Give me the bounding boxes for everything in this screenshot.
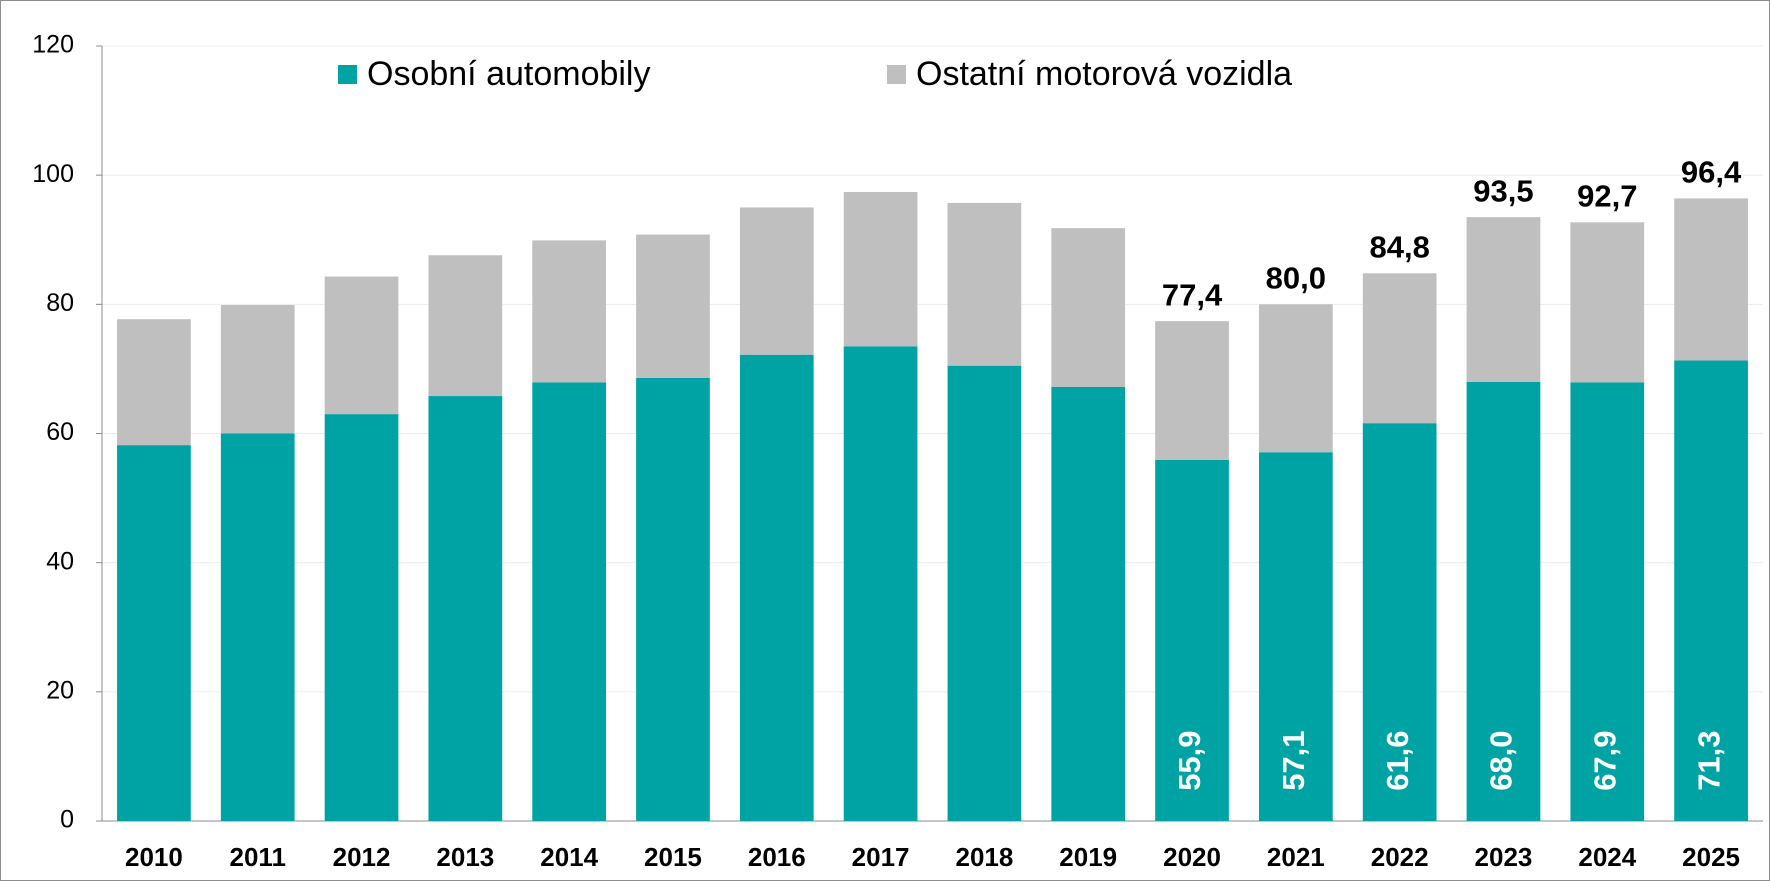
bar-segment [739,207,814,355]
x-tick-label: 2013 [436,842,494,872]
y-tick-label: 100 [32,160,74,188]
total-label: 84,8 [1369,230,1429,265]
bar-segment [1258,304,1333,453]
value-label: 57,1 [1276,730,1311,790]
bar-segment [532,382,607,821]
value-label: 71,3 [1691,730,1726,790]
bar-segment [428,396,503,821]
x-tick-label: 2018 [955,842,1013,872]
x-tick-label: 2010 [125,842,183,872]
y-tick-label: 0 [60,806,74,834]
value-label: 68,0 [1484,730,1519,790]
legend-swatch [887,65,906,84]
bar-segment [636,377,710,821]
bar-segment [1570,382,1645,821]
x-tick-label: 2021 [1267,842,1325,872]
bar-segment [220,304,295,434]
x-tick-label: 2020 [1163,842,1221,872]
y-tick-label: 20 [46,676,74,704]
y-tick-label: 40 [46,547,74,575]
bar-segment [1362,273,1437,424]
value-label: 67,9 [1587,730,1622,790]
bar-segment [1051,228,1126,387]
legend-label: Osobní automobily [367,55,651,93]
x-tick-label: 2017 [852,842,910,872]
bar-segment [1570,222,1645,383]
x-tick-label: 2025 [1682,842,1740,872]
bar-segment [324,414,399,821]
bar-segment [1051,387,1126,821]
y-tick-label: 80 [46,289,74,317]
y-tick-label: 60 [46,418,74,446]
total-label: 93,5 [1473,173,1533,208]
bar-segment [1466,217,1541,382]
bar-segment [947,202,1022,366]
bar-segment [532,240,607,383]
bar-segment [428,255,503,397]
y-tick-label: 120 [32,31,74,59]
x-tick-label: 2014 [540,842,598,872]
x-tick-label: 2024 [1578,842,1636,872]
total-label: 96,4 [1681,155,1742,190]
x-tick-label: 2022 [1371,842,1429,872]
bar-segment [636,234,710,378]
bar-segment [1466,381,1541,821]
bar-segment [1258,452,1333,821]
bar-segment [843,191,918,347]
total-label: 80,0 [1266,261,1326,296]
bar-segment [1674,360,1748,821]
bar-segment [117,319,191,446]
x-tick-label: 2016 [748,842,806,872]
x-tick-label: 2019 [1059,842,1117,872]
bar-segment [220,433,295,821]
total-label: 92,7 [1577,179,1637,214]
value-label: 61,6 [1380,730,1415,790]
total-label: 77,4 [1162,277,1223,312]
x-tick-label: 2011 [230,842,286,872]
bar-segment [947,365,1022,821]
legend-label: Ostatní motorová vozidla [916,55,1292,93]
x-tick-label: 2023 [1475,842,1533,872]
bar-segment [739,354,814,821]
bar-segment [1362,423,1437,821]
bar-segment [1155,321,1229,460]
bar-segment [117,445,191,821]
value-label: 55,9 [1172,730,1207,790]
bar-segment [1155,459,1229,821]
bar-segment [324,276,399,415]
legend-swatch [338,65,357,84]
bar-segment [1674,198,1748,361]
bar-segment [843,346,918,821]
x-tick-label: 2015 [644,842,702,872]
x-tick-label: 2012 [333,842,391,872]
